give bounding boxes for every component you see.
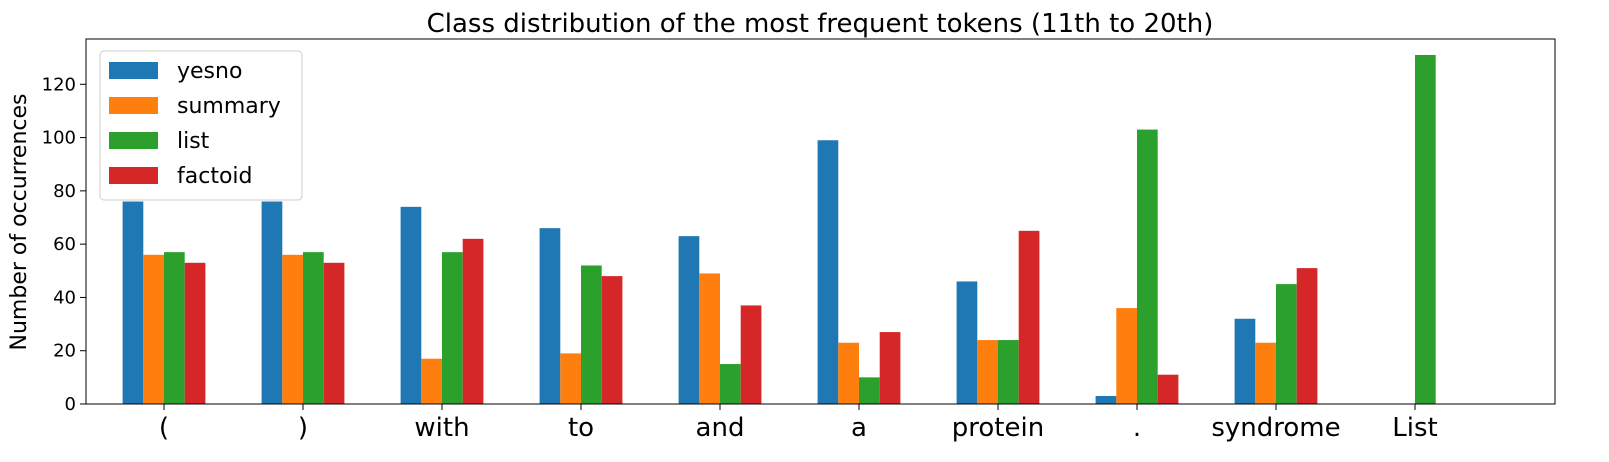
bar-list-5 bbox=[859, 377, 880, 404]
legend-swatch-factoid bbox=[109, 167, 158, 184]
bar-summary-6 bbox=[977, 340, 998, 404]
bar-list-7 bbox=[1137, 129, 1158, 404]
y-tick-label: 40 bbox=[53, 287, 76, 308]
y-tick-label: 60 bbox=[53, 234, 76, 255]
y-tick-label: 20 bbox=[53, 341, 76, 362]
bar-factoid-6 bbox=[1018, 230, 1040, 404]
legend-swatch-summary bbox=[109, 97, 158, 114]
bar-factoid-1 bbox=[323, 262, 345, 404]
bar-factoid-2 bbox=[462, 238, 484, 404]
bar-list-4 bbox=[720, 364, 741, 404]
y-tick-label: 100 bbox=[42, 128, 76, 149]
x-tick-label: ) bbox=[298, 413, 308, 443]
legend-label-factoid: factoid bbox=[177, 164, 253, 189]
bar-yesno-8 bbox=[1234, 318, 1256, 404]
bars-group bbox=[122, 54, 1436, 405]
x-tick-label: . bbox=[1133, 413, 1141, 443]
bar-summary-3 bbox=[560, 353, 581, 404]
bar-factoid-5 bbox=[879, 332, 901, 404]
x-tick-label: syndrome bbox=[1211, 413, 1340, 443]
bar-yesno-4 bbox=[678, 236, 700, 404]
plot-frame bbox=[85, 38, 1556, 405]
bar-factoid-4 bbox=[740, 305, 762, 404]
x-tick-label: and bbox=[696, 413, 745, 443]
x-tick-label: protein bbox=[952, 413, 1044, 443]
legend-swatch-yesno bbox=[109, 62, 158, 79]
x-tick-label: ( bbox=[159, 413, 169, 443]
bar-summary-0 bbox=[143, 254, 164, 404]
bar-yesno-5 bbox=[817, 140, 839, 405]
bar-summary-5 bbox=[838, 342, 859, 404]
bar-summary-4 bbox=[699, 273, 720, 404]
bar-yesno-3 bbox=[539, 228, 561, 404]
bar-factoid-7 bbox=[1157, 374, 1179, 404]
bar-list-8 bbox=[1276, 284, 1297, 404]
bar-yesno-7 bbox=[1095, 396, 1117, 404]
legend: yesno summary list factoid bbox=[99, 50, 303, 201]
x-tick-label: a bbox=[851, 413, 867, 443]
bar-factoid-0 bbox=[184, 262, 206, 404]
bar-list-0 bbox=[164, 252, 185, 404]
bar-summary-8 bbox=[1255, 342, 1276, 404]
legend-label-list: list bbox=[177, 129, 210, 154]
x-tick-label: List bbox=[1392, 413, 1437, 443]
bar-summary-7 bbox=[1116, 308, 1137, 404]
bar-yesno-1 bbox=[261, 201, 283, 404]
bar-yesno-6 bbox=[956, 281, 978, 404]
bar-yesno-2 bbox=[400, 206, 422, 404]
y-tick-label: 120 bbox=[42, 74, 76, 95]
bar-summary-2 bbox=[421, 358, 442, 404]
x-axis-ticks: () with to and a protein. syndrome List bbox=[159, 404, 1438, 443]
bar-factoid-3 bbox=[601, 276, 623, 404]
legend-box bbox=[99, 50, 303, 201]
bar-summary-1 bbox=[282, 254, 303, 404]
legend-swatch-list bbox=[109, 132, 158, 149]
x-tick-label: to bbox=[568, 413, 594, 443]
chart-title: Class distribution of the most frequent … bbox=[427, 9, 1214, 39]
bar-factoid-8 bbox=[1296, 268, 1318, 404]
y-axis-ticks: 0 20 40 60 80 100 120 bbox=[42, 74, 86, 415]
bar-list-3 bbox=[581, 265, 602, 404]
legend-label-summary: summary bbox=[177, 94, 281, 119]
bar-list-9 bbox=[1415, 54, 1436, 405]
legend-label-yesno: yesno bbox=[177, 59, 242, 84]
y-tick-label: 80 bbox=[53, 181, 76, 202]
x-tick-label: with bbox=[414, 413, 469, 443]
bar-list-6 bbox=[998, 340, 1019, 404]
bar-list-1 bbox=[303, 252, 324, 404]
y-axis-label: Number of occurrences bbox=[7, 94, 32, 351]
bar-yesno-0 bbox=[122, 201, 144, 404]
bar-list-2 bbox=[442, 252, 463, 404]
y-tick-label: 0 bbox=[65, 394, 76, 415]
